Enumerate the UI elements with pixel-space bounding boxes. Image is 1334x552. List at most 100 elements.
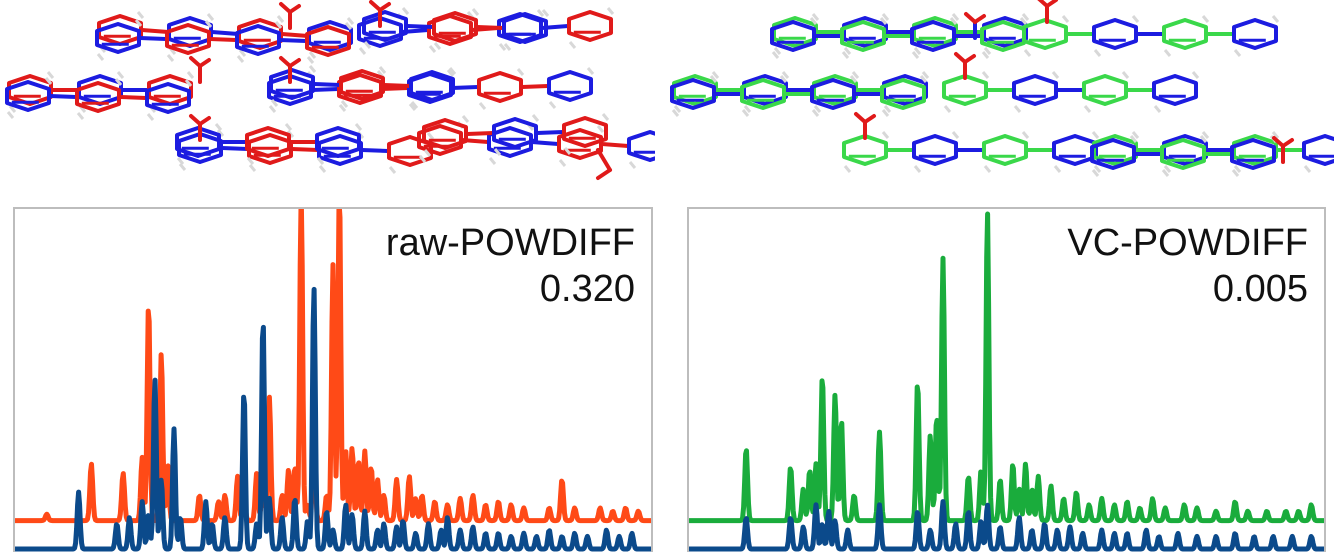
aromatic-ring [315, 126, 361, 158]
hydrogen-stick [773, 47, 782, 55]
bond-stick [380, 86, 410, 91]
hydrogen-stick [6, 111, 15, 119]
hydrogen-stick [446, 69, 455, 77]
hydrogen-stick [268, 105, 277, 113]
hydrogen-stick [136, 11, 145, 19]
aromatic-ring [670, 78, 716, 110]
hydrogen-stick [471, 8, 480, 16]
hydrogen-stick [388, 166, 397, 174]
hydrogen-stick [134, 19, 143, 27]
bond-stick [290, 147, 320, 152]
aromatic-ring [1232, 134, 1278, 166]
aromatic-ring [1012, 74, 1058, 106]
hydrogen-stick [779, 75, 788, 83]
hydrogen-stick [488, 157, 497, 165]
hydrogen-stick [146, 113, 155, 121]
bond-stick [208, 37, 238, 42]
hydrogen-stick [178, 163, 187, 171]
hydrogen-stick [246, 157, 255, 165]
aromatic-ring [547, 70, 593, 102]
aromatic-ring [1090, 138, 1136, 170]
bond-stick [48, 94, 78, 99]
bond-stick [465, 131, 495, 136]
hydrogen-stick [811, 13, 820, 21]
hydrogen-stick [601, 113, 610, 121]
vc-pattern-chart [689, 211, 1324, 552]
aromatic-ring [910, 20, 956, 52]
experimental-pattern-line [15, 286, 651, 552]
hydrogen-stick [913, 47, 922, 55]
aromatic-ring [175, 126, 221, 158]
hydrogen-stick [284, 123, 293, 131]
hydrogen-stick [1013, 105, 1022, 113]
bond-stick [963, 54, 976, 64]
aromatic-ring [740, 78, 786, 110]
aromatic-ring [562, 116, 608, 148]
hydrogen-stick [531, 114, 540, 122]
hydrogen-stick [493, 148, 502, 156]
hydrogen-stick [1161, 169, 1170, 177]
bond-stick [405, 24, 435, 29]
aromatic-ring [942, 74, 988, 106]
aromatic-ring [1302, 134, 1334, 166]
hydrogen-stick [116, 71, 125, 79]
bond-stick [1281, 138, 1294, 148]
hydrogen-stick [96, 53, 105, 61]
hydrogen-stick [541, 9, 550, 17]
hydrogen-stick [503, 43, 512, 51]
aromatic-ring [1160, 138, 1206, 170]
aromatic-ring [880, 78, 926, 110]
hydrogen-stick [811, 109, 820, 117]
hydrogen-stick [46, 71, 55, 79]
bond-stick [210, 30, 240, 36]
bond-stick [360, 148, 390, 153]
aromatic-ring [145, 82, 191, 114]
hydrogen-stick [448, 67, 457, 75]
aromatic-ring [1092, 18, 1138, 50]
aromatic-ring [567, 10, 613, 42]
hydrogen-stick [238, 49, 247, 57]
aromatic-ring [912, 16, 958, 48]
bond-stick [954, 52, 967, 64]
aromatic-ring [432, 11, 478, 43]
hydrogen-stick [983, 165, 992, 173]
hydrogen-stick [849, 75, 858, 83]
aromatic-ring [95, 22, 141, 54]
hydrogen-stick [771, 51, 780, 59]
aromatic-ring [627, 130, 655, 162]
aromatic-ring [339, 69, 385, 101]
aromatic-ring [672, 74, 718, 106]
bond-stick [198, 116, 211, 126]
hydrogen-stick [1021, 131, 1030, 139]
vc-pattern-panel: VC-POWDIFF 0.005 [687, 207, 1326, 552]
bond-stick [280, 32, 310, 38]
hydrogen-stick [943, 105, 952, 113]
hydrogen-stick [1023, 49, 1032, 57]
hydrogen-stick [983, 47, 992, 55]
hydrogen-stick [1091, 169, 1100, 177]
hydrogen-stick [346, 17, 355, 25]
aromatic-ring [1230, 138, 1276, 170]
hydrogen-stick [881, 131, 890, 139]
aromatic-ring [492, 117, 538, 149]
aromatic-ring [477, 71, 523, 103]
hydrogen-stick [166, 54, 175, 62]
hydrogen-stick [843, 47, 852, 55]
hydrogen-stick [949, 17, 958, 25]
aromatic-ring [1162, 18, 1208, 50]
calculated-pattern-line [15, 209, 651, 524]
hydrogen-stick [8, 105, 17, 113]
hydrogen-stick [214, 123, 223, 131]
calculated-pattern-line [689, 211, 1324, 524]
aromatic-ring [842, 134, 888, 166]
hydrogen-stick [809, 17, 818, 25]
aromatic-ring [982, 134, 1028, 166]
hydrogen-stick [44, 77, 53, 85]
hydrogen-stick [236, 55, 245, 63]
bond-stick [288, 58, 301, 68]
hydrogen-stick [711, 71, 720, 79]
hydrogen-stick [628, 161, 637, 169]
bond-stick [1037, 0, 1049, 8]
hydrogen-stick [306, 56, 315, 64]
hydrogen-stick [433, 42, 442, 50]
